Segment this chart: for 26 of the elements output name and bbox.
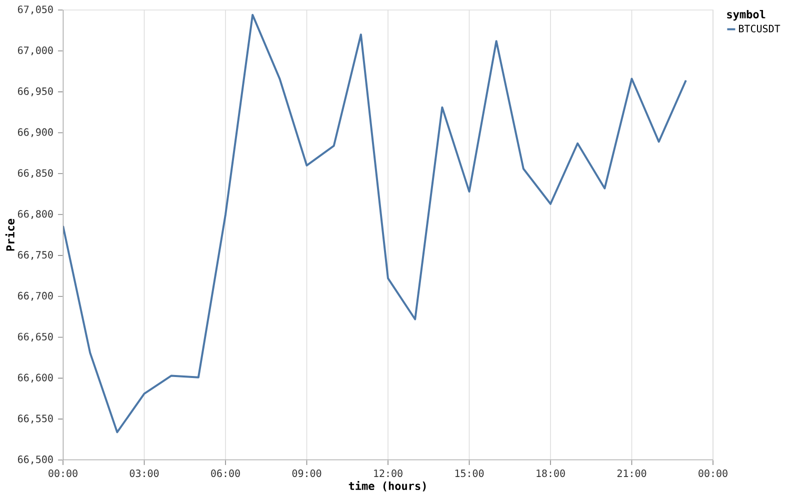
y-tick-label: 66,900 [18, 128, 53, 138]
y-tick-label: 67,050 [18, 6, 53, 14]
x-tick-label: 00:00 [698, 470, 728, 478]
x-tick-label: 18:00 [536, 470, 565, 478]
y-axis-title: Price [5, 218, 14, 251]
legend-label: BTCUSDT [739, 24, 780, 32]
x-tick-label: 21:00 [617, 470, 646, 478]
x-axis-title: time (hours) [348, 480, 426, 492]
y-tick-label: 66,850 [18, 169, 53, 178]
y-tick-label: 66,750 [18, 251, 53, 260]
x-tick-label: 09:00 [292, 470, 322, 478]
y-tick-label: 66,950 [18, 87, 53, 96]
y-tick-label: 66,700 [18, 292, 53, 301]
line-series [63, 14, 687, 434]
y-tick-label: 66,600 [18, 374, 53, 383]
x-tick-label: 15:00 [455, 470, 484, 478]
x-tick-label: 03:00 [130, 470, 159, 478]
y-tick-label: 66,650 [18, 332, 53, 342]
legend-title: symbol [727, 10, 766, 21]
x-tick-label: 06:00 [211, 470, 240, 478]
y-tick-label: 66,800 [18, 210, 53, 219]
y-tick-label: 66,550 [18, 414, 53, 424]
y-tick-label: 67,000 [18, 46, 53, 56]
x-tick-label: 12:00 [374, 470, 402, 478]
y-tick-label: 66,500 [18, 456, 53, 464]
x-tick-label: 00:00 [48, 470, 78, 478]
